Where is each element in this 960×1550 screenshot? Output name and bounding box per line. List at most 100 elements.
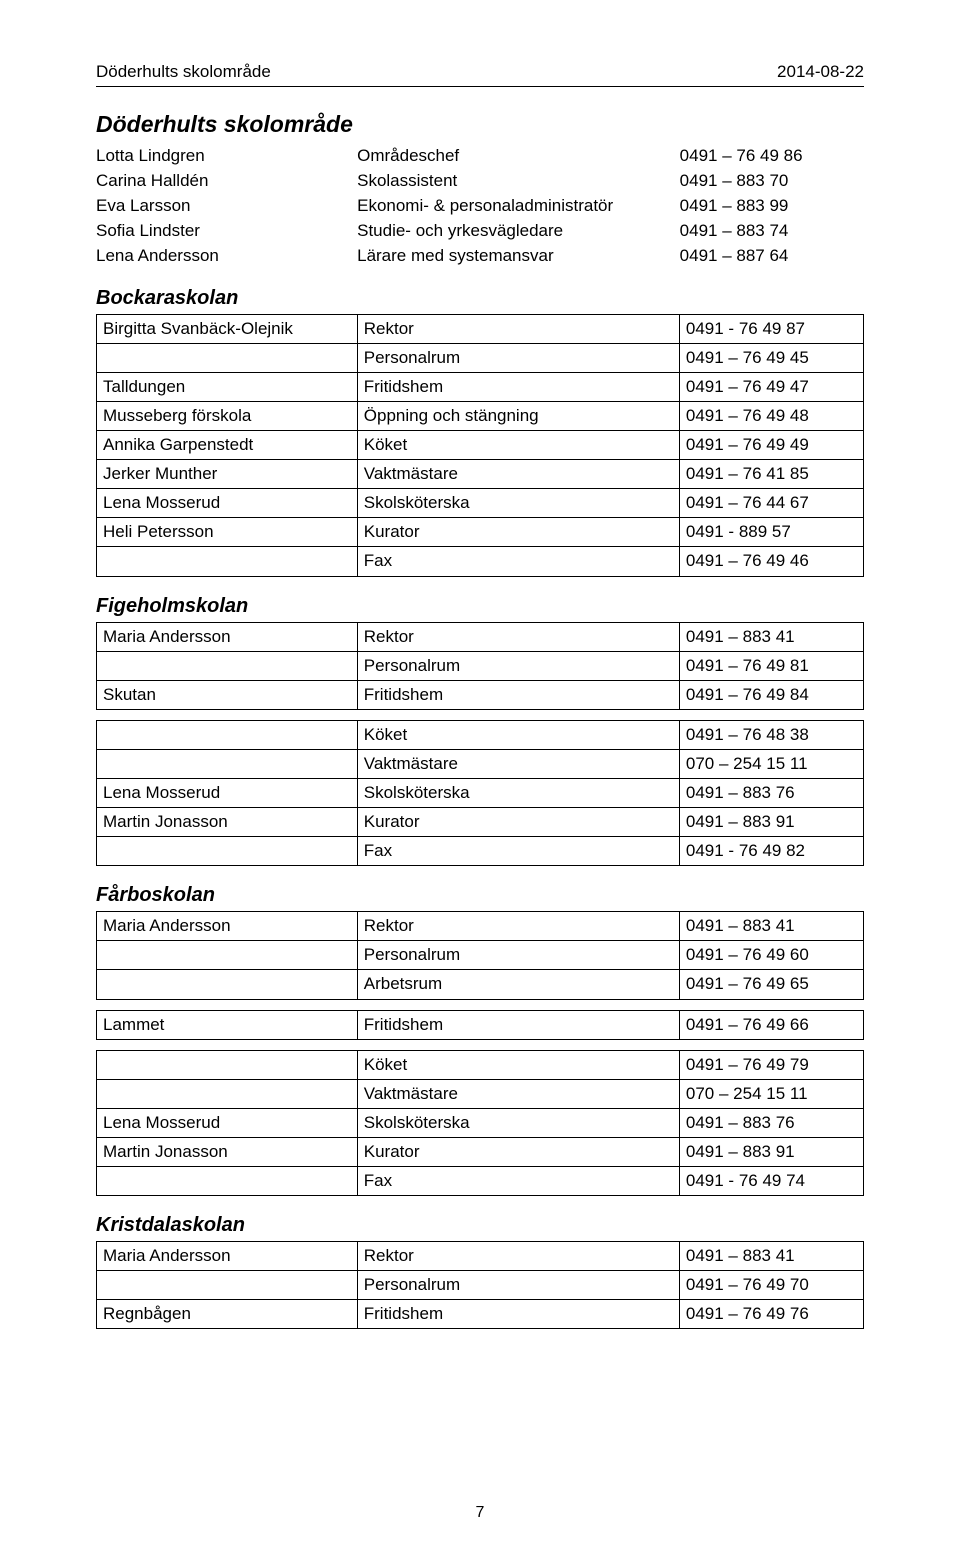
table-row: Maria AnderssonRektor0491 – 883 41 <box>97 1242 864 1271</box>
table-row: Martin JonassonKurator0491 – 883 91 <box>97 1137 864 1166</box>
table-cell: Rektor <box>357 1242 679 1271</box>
table-row: Vaktmästare070 – 254 15 11 <box>97 749 864 778</box>
table-cell: Regnbågen <box>97 1300 358 1329</box>
table-cell: 0491 – 76 49 81 <box>679 651 863 680</box>
intro-cell: 0491 – 887 64 <box>680 244 864 269</box>
table-cell: Vaktmästare <box>357 1079 679 1108</box>
table-cell: Skolsköterska <box>357 779 679 808</box>
table-row: Jerker MuntherVaktmästare0491 – 76 41 85 <box>97 460 864 489</box>
intro-cell: Carina Halldén <box>96 169 357 194</box>
table-cell: 0491 - 889 57 <box>679 518 863 547</box>
table-cell: Fritidshem <box>357 680 679 709</box>
page-title: Döderhults skolområde <box>96 111 864 138</box>
table-cell: Kurator <box>357 808 679 837</box>
table-cell: Kurator <box>357 518 679 547</box>
table-cell: 0491 – 76 49 65 <box>679 970 863 999</box>
table-cell <box>97 1079 358 1108</box>
table-cell <box>97 837 358 866</box>
table-cell <box>97 720 358 749</box>
intro-cell: Områdeschef <box>357 144 680 169</box>
table-cell: 0491 – 883 76 <box>679 1108 863 1137</box>
table-cell: Skolsköterska <box>357 1108 679 1137</box>
table-cell: 0491 – 76 49 66 <box>679 1010 863 1039</box>
table-cell: Lena Mosserud <box>97 1108 358 1137</box>
table-cell: 0491 – 76 49 84 <box>679 680 863 709</box>
table-cell: Maria Andersson <box>97 1242 358 1271</box>
table-row: Köket0491 – 76 48 38 <box>97 720 864 749</box>
table-cell: Fax <box>357 1167 679 1196</box>
table-cell <box>97 1050 358 1079</box>
table-cell: 0491 – 76 49 46 <box>679 547 863 576</box>
table-cell <box>97 1271 358 1300</box>
table-cell: Fritidshem <box>357 1010 679 1039</box>
table-row: Martin JonassonKurator0491 – 883 91 <box>97 808 864 837</box>
table-row: TalldungenFritidshem0491 – 76 49 47 <box>97 372 864 401</box>
section-title: Kristdalaskolan <box>96 1214 864 1237</box>
table-cell: Rektor <box>357 912 679 941</box>
intro-cell: Skolassistent <box>357 169 680 194</box>
intro-row: Sofia LindsterStudie- och yrkesvägledare… <box>96 219 864 244</box>
data-table: Maria AnderssonRektor0491 – 883 41Person… <box>96 1241 864 1329</box>
table-cell <box>97 343 358 372</box>
table-cell <box>97 749 358 778</box>
table-cell: Maria Andersson <box>97 622 358 651</box>
table-row: Fax0491 - 76 49 82 <box>97 837 864 866</box>
table-cell: Köket <box>357 431 679 460</box>
table-cell: Fax <box>357 547 679 576</box>
table-cell <box>97 970 358 999</box>
table-cell: Köket <box>357 720 679 749</box>
table-cell: Vaktmästare <box>357 749 679 778</box>
data-table: Köket0491 – 76 49 79Vaktmästare070 – 254… <box>96 1050 864 1196</box>
intro-row: Lotta LindgrenOmrådeschef0491 – 76 49 86 <box>96 144 864 169</box>
table-row: Annika GarpenstedtKöket0491 – 76 49 49 <box>97 431 864 460</box>
table-cell: 070 – 254 15 11 <box>679 1079 863 1108</box>
table-cell: Jerker Munther <box>97 460 358 489</box>
table-row: Maria AnderssonRektor0491 – 883 41 <box>97 912 864 941</box>
table-row: Fax0491 – 76 49 46 <box>97 547 864 576</box>
table-cell: 0491 - 76 49 82 <box>679 837 863 866</box>
table-cell: Talldungen <box>97 372 358 401</box>
section-title: Fårboskolan <box>96 884 864 907</box>
table-row: Lena MosserudSkolsköterska0491 – 76 44 6… <box>97 489 864 518</box>
table-cell <box>97 1167 358 1196</box>
intro-row: Lena AnderssonLärare med systemansvar049… <box>96 244 864 269</box>
table-cell: Martin Jonasson <box>97 1137 358 1166</box>
table-cell: 0491 – 883 76 <box>679 779 863 808</box>
table-cell: Musseberg förskola <box>97 401 358 430</box>
table-cell: 0491 – 76 49 79 <box>679 1050 863 1079</box>
table-cell: Personalrum <box>357 1271 679 1300</box>
data-table: Köket0491 – 76 48 38Vaktmästare070 – 254… <box>96 720 864 866</box>
data-table: Birgitta Svanbäck-OlejnikRektor0491 - 76… <box>96 314 864 577</box>
table-cell: 0491 – 76 48 38 <box>679 720 863 749</box>
intro-cell: Ekonomi- & personaladministratör <box>357 194 680 219</box>
table-cell: Rektor <box>357 314 679 343</box>
table-cell: 0491 – 883 41 <box>679 622 863 651</box>
table-cell: Birgitta Svanbäck-Olejnik <box>97 314 358 343</box>
page-header: Döderhults skolområde 2014-08-22 <box>96 62 864 82</box>
table-row: Vaktmästare070 – 254 15 11 <box>97 1079 864 1108</box>
intro-row: Carina HalldénSkolassistent0491 – 883 70 <box>96 169 864 194</box>
table-row: Personalrum0491 – 76 49 45 <box>97 343 864 372</box>
table-row: Birgitta Svanbäck-OlejnikRektor0491 - 76… <box>97 314 864 343</box>
intro-cell: 0491 – 883 70 <box>680 169 864 194</box>
table-cell: Fritidshem <box>357 372 679 401</box>
data-table: LammetFritidshem0491 – 76 49 66 <box>96 1010 864 1040</box>
table-row: LammetFritidshem0491 – 76 49 66 <box>97 1010 864 1039</box>
table-cell: Personalrum <box>357 941 679 970</box>
table-cell: 0491 – 76 49 45 <box>679 343 863 372</box>
section-title: Figeholmskolan <box>96 595 864 618</box>
table-cell: 0491 – 76 49 47 <box>679 372 863 401</box>
intro-table: Lotta LindgrenOmrådeschef0491 – 76 49 86… <box>96 144 864 269</box>
table-row: Musseberg förskolaÖppning och stängning0… <box>97 401 864 430</box>
intro-cell: Sofia Lindster <box>96 219 357 244</box>
table-cell: Vaktmästare <box>357 460 679 489</box>
table-cell: Maria Andersson <box>97 912 358 941</box>
table-cell <box>97 941 358 970</box>
intro-cell: 0491 – 883 74 <box>680 219 864 244</box>
table-row: SkutanFritidshem0491 – 76 49 84 <box>97 680 864 709</box>
table-cell: 0491 - 76 49 74 <box>679 1167 863 1196</box>
table-cell: 0491 – 76 41 85 <box>679 460 863 489</box>
intro-row: Eva LarssonEkonomi- & personaladministra… <box>96 194 864 219</box>
intro-cell: Lena Andersson <box>96 244 357 269</box>
data-table: Maria AnderssonRektor0491 – 883 41Person… <box>96 622 864 710</box>
